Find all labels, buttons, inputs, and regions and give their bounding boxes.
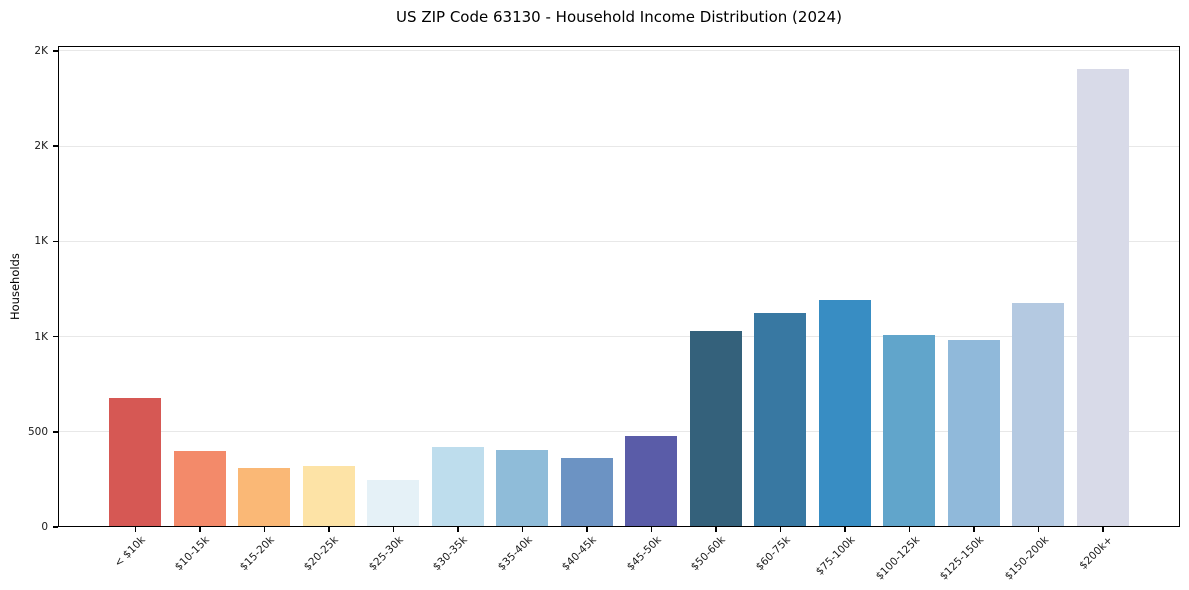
gridline (58, 145, 1180, 147)
y-tick-label: 2K (34, 44, 48, 57)
x-tick-label: $15-20k (237, 534, 277, 574)
x-tick-label: < $10k (112, 534, 148, 570)
x-tick-mark (521, 527, 523, 532)
x-tick-mark (908, 527, 910, 532)
x-tick-mark (715, 527, 717, 532)
x-tick-mark (392, 527, 394, 532)
x-tick-mark (1037, 527, 1039, 532)
bar-7 (496, 449, 549, 527)
plot-area (58, 46, 1180, 527)
bar-1 (109, 398, 162, 527)
y-tick-label: 500 (27, 425, 48, 438)
gridline (58, 431, 1180, 433)
x-tick-label: $30-35k (431, 534, 471, 574)
bar-6 (431, 447, 484, 527)
y-tick-label: 1K (34, 235, 48, 248)
y-tick-mark (53, 335, 58, 338)
bar-8 (560, 458, 613, 527)
x-tick-label: $125-150k (937, 534, 987, 583)
x-tick-label: $150-200k (1002, 534, 1051, 583)
y-tick-label: 1K (34, 330, 48, 343)
bar-12 (818, 300, 871, 527)
x-tick-mark (650, 527, 652, 532)
x-tick-label: $40-45k (560, 534, 600, 574)
x-tick-mark (134, 527, 136, 532)
bar-15 (1012, 303, 1065, 527)
gridline (58, 240, 1180, 242)
bar-9 (625, 435, 678, 527)
x-tick-label: $60-75k (753, 534, 793, 574)
bar-11 (754, 312, 807, 527)
bar-10 (689, 330, 742, 527)
bar-16 (1076, 68, 1129, 527)
y-tick-label: 2K (34, 140, 48, 152)
x-tick-label: $45-50k (624, 534, 664, 574)
x-tick-mark (1102, 527, 1104, 532)
x-tick-mark (779, 527, 781, 532)
gridline (58, 50, 1180, 52)
y-axis-label: Households (8, 253, 22, 320)
x-tick-label: $10-15k (173, 534, 213, 574)
x-tick-label: $25-30k (366, 534, 406, 574)
chart-title: US ZIP Code 63130 - Household Income Dis… (396, 8, 842, 26)
bar-5 (367, 480, 420, 527)
y-tick-mark (53, 240, 58, 242)
x-tick-mark (973, 527, 975, 532)
x-tick-mark (844, 527, 846, 532)
x-tick-label: $75-100k (813, 534, 858, 578)
x-tick-mark (263, 527, 265, 532)
gridline (58, 336, 1180, 337)
x-tick-mark (328, 527, 330, 532)
y-tick-mark (53, 526, 58, 528)
y-tick-label: 0 (41, 521, 48, 533)
x-tick-label: $20-25k (302, 534, 342, 574)
x-tick-label: $50-60k (689, 534, 729, 574)
x-tick-mark (586, 527, 588, 532)
x-tick-label: $200k+ (1077, 534, 1116, 572)
x-tick-mark (199, 527, 201, 532)
x-tick-label: $100-125k (873, 534, 922, 583)
bar-2 (173, 450, 226, 527)
bar-13 (883, 334, 936, 527)
bar-14 (947, 340, 1000, 527)
bar-3 (238, 467, 291, 527)
x-tick-label: $35-40k (495, 534, 535, 574)
y-tick-mark (53, 145, 58, 147)
bar-4 (302, 466, 355, 527)
x-tick-mark (457, 527, 459, 532)
y-tick-mark (53, 431, 58, 433)
y-tick-mark (53, 50, 58, 52)
